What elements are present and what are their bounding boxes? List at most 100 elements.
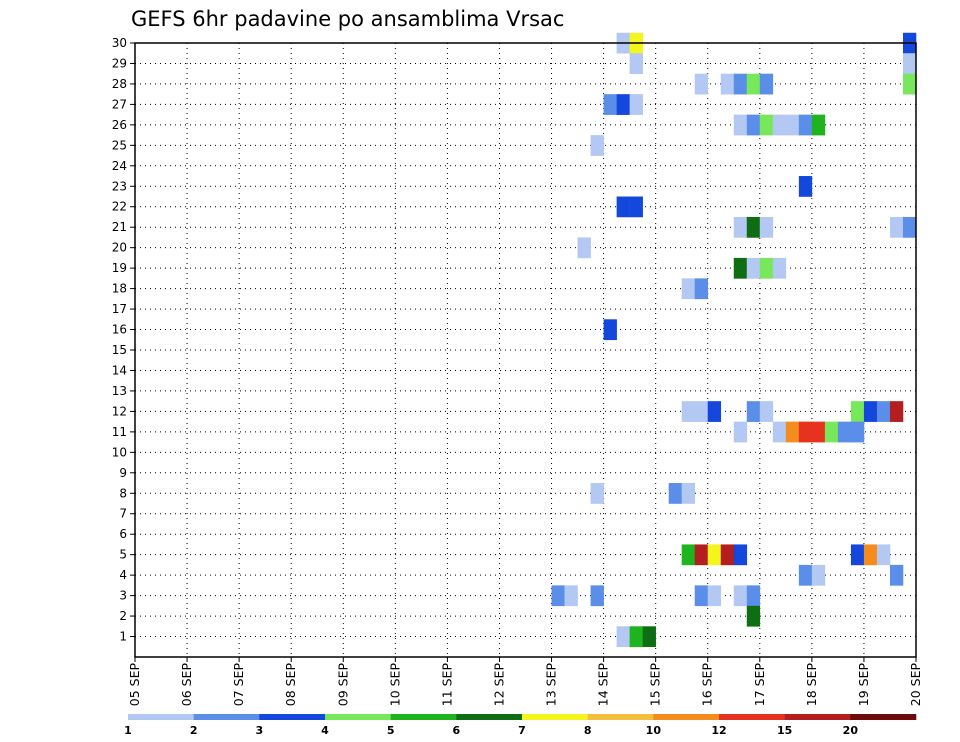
data-cell [772,114,787,136]
x-tick-label: 13 SEP [544,663,559,707]
data-cell [642,626,656,648]
data-cell [889,216,904,238]
colorbar-label: 1 [124,724,132,737]
y-tick-label: 29 [112,56,127,70]
x-tick-label: 07 SEP [231,663,246,707]
colorbar-label: 3 [256,724,264,737]
data-cell [694,544,709,566]
data-cell [876,401,891,422]
x-tick-label: 17 SEP [752,663,767,707]
data-cell [772,257,787,279]
colorbar: 1 2 3 4 5 6 7 8 10 12 15 20 [124,714,917,737]
x-tick-label: 15 SEP [648,663,663,707]
data-cell [798,421,813,443]
y-tick-label: 21 [112,220,127,234]
x-tick-label: 19 SEP [856,663,871,707]
y-tick-label: 16 [112,323,127,337]
colorbar-swatch [850,714,917,720]
colorbar-label: 12 [711,724,726,737]
data-cell [863,401,878,422]
colorbar-label: 7 [518,724,526,737]
data-cell [707,585,722,607]
data-cell [616,196,630,218]
data-cell [616,626,630,648]
colorbar-swatch [784,714,851,720]
colorbar-swatch [128,714,194,720]
data-cell [850,401,865,422]
data-cell [720,73,735,95]
data-cell [616,94,630,115]
data-cell [772,421,787,443]
data-cell [785,114,800,136]
data-cell [759,401,774,422]
data-cell [668,483,682,504]
x-tick-label: 14 SEP [596,663,611,707]
y-tick-label: 5 [119,548,127,562]
y-tick-label: 9 [119,466,127,480]
colorbar-swatch [325,714,391,720]
data-cell [694,278,709,300]
data-cell [733,114,748,136]
data-cell [850,421,865,443]
data-cell [733,421,748,443]
x-tick-label: 11 SEP [439,663,454,707]
y-tick-label: 3 [119,589,127,603]
grid-lines [135,42,917,657]
y-tick-label: 18 [112,282,127,296]
data-cell [746,605,761,627]
data-cell [681,544,696,566]
data-cell [798,176,813,197]
y-tick-label: 27 [112,97,127,111]
colorbar-label: 4 [321,724,329,737]
colorbar-label: 5 [387,724,395,737]
data-cell [837,421,852,443]
x-tick-label: 05 SEP [127,663,142,707]
data-cell [733,585,748,607]
data-cell [746,585,761,607]
colorbar-label: 2 [190,724,198,737]
y-tick-label: 19 [112,261,127,275]
colorbar-label: 8 [584,724,592,737]
data-cell [798,564,813,586]
colorbar-swatch [456,714,523,720]
data-cell [824,421,839,443]
colorbar-label: 6 [453,724,461,737]
x-tick-label: 09 SEP [335,663,350,707]
y-tick-label: 11 [112,425,127,439]
x-tick-label: 10 SEP [387,663,402,707]
data-cell [681,278,696,300]
y-tick-label: 1 [119,630,127,644]
data-cell [590,585,604,607]
x-axis-ticks: 05 SEP 06 SEP 07 SEP 08 SEP 09 SEP 10 SEP 11 S… [127,657,923,706]
y-tick-label: 8 [119,486,127,500]
data-cell [629,53,643,74]
data-cell [902,73,917,95]
y-tick-label: 28 [112,77,127,91]
data-cell [889,564,904,586]
colorbar-label: 15 [777,724,792,737]
data-cell [759,114,774,136]
data-cell [590,483,604,504]
x-tick-label: 06 SEP [179,663,194,707]
y-tick-label: 20 [112,241,127,255]
y-tick-label: 14 [112,363,127,377]
y-tick-label: 23 [112,179,127,193]
data-cell [798,114,813,136]
data-cell [629,626,643,648]
data-cell [629,196,643,218]
data-cells [551,32,917,648]
y-tick-label: 12 [112,404,127,418]
y-tick-label: 17 [112,302,127,316]
y-tick-label: 30 [112,36,127,50]
colorbar-swatch [587,714,654,720]
data-cell [811,114,826,136]
data-cell [759,216,774,238]
y-tick-label: 25 [112,138,127,152]
data-cell [603,94,617,115]
data-cell [746,401,761,422]
data-cell [733,544,748,566]
data-cell [733,73,748,95]
data-cell [746,257,761,279]
data-cell [681,483,696,504]
